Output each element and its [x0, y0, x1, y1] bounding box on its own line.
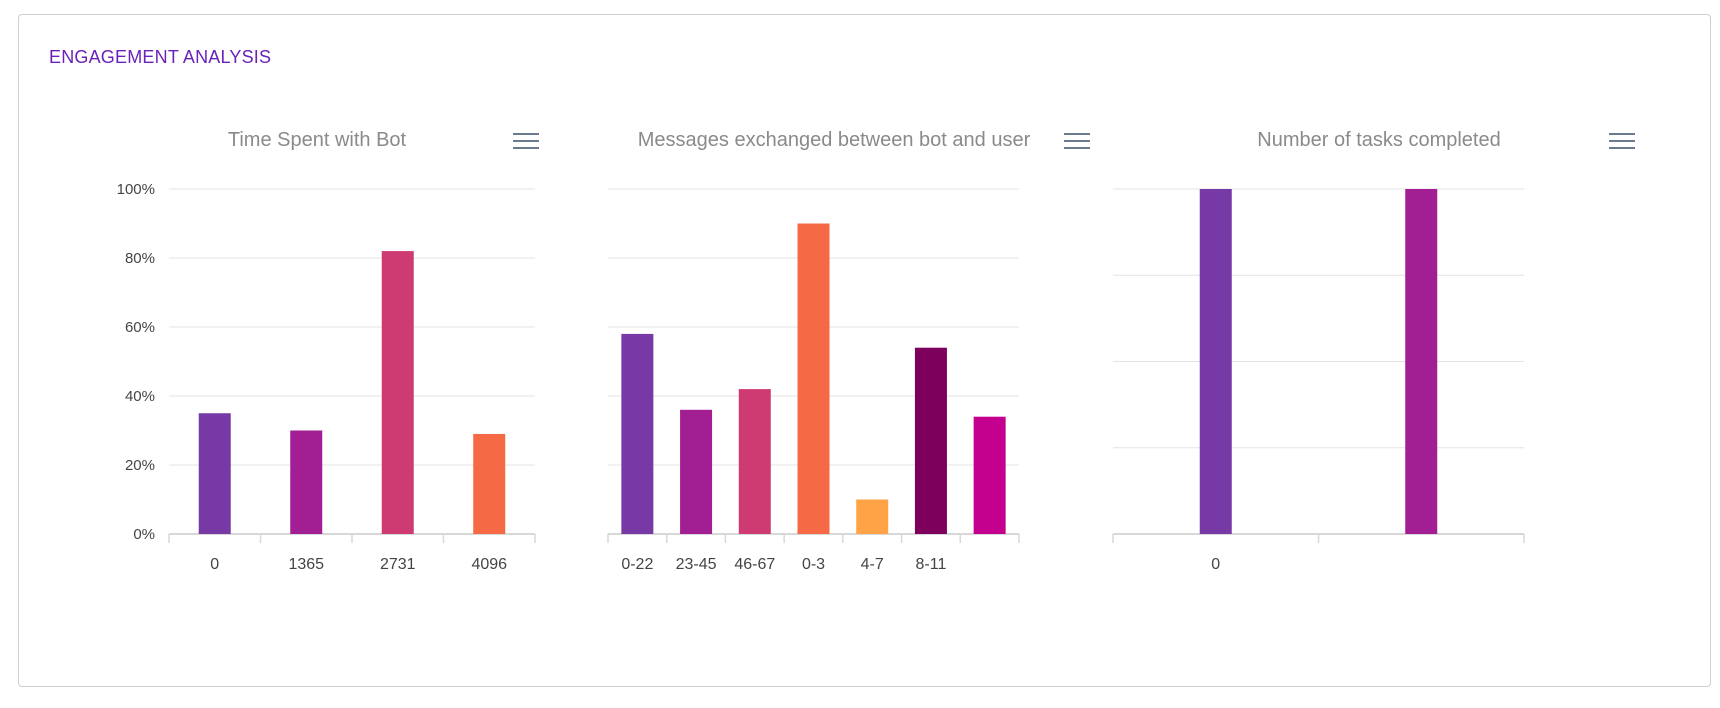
y-tick-label: 20%: [125, 457, 155, 474]
x-tick-label: 0: [1211, 556, 1220, 573]
bar: [797, 223, 830, 534]
chart-title: Number of tasks completed: [1257, 129, 1501, 151]
x-tick-label: 0-22: [621, 556, 653, 573]
chart-title: Messages exchanged between bot and user: [637, 129, 1031, 151]
bar: [473, 433, 506, 534]
bar: [914, 347, 947, 534]
hamburger-menu-icon[interactable]: [513, 133, 539, 151]
hamburger-menu-icon[interactable]: [1064, 133, 1090, 151]
engagement-analysis-card: ENGAGEMENT ANALYSIS Time Spent with Bot …: [18, 14, 1711, 687]
y-tick-label: 60%: [125, 319, 155, 336]
chart-svg: 0-22 23-45 46-67 0-3 4-7 8-11: [607, 188, 1020, 573]
x-tick-label: 0: [210, 556, 219, 573]
x-tick-label: 8-11: [916, 556, 947, 573]
y-tick-label: 80%: [125, 250, 155, 267]
chart-svg: 0% 20% 40% 60% 80% 100% 0 1365 2731 4096: [117, 181, 536, 573]
bar: [973, 416, 1006, 534]
bar: [738, 389, 771, 534]
x-tick-label: 23-45: [676, 556, 717, 573]
y-tick-label: 0%: [133, 526, 155, 543]
x-tick-label: 4-7: [861, 556, 884, 573]
y-tick-label: 40%: [125, 388, 155, 405]
bar: [381, 251, 414, 534]
bar: [680, 409, 713, 534]
x-tick-label: 2731: [380, 556, 416, 573]
x-tick-label: 1365: [288, 556, 324, 573]
x-tick-label: 0-3: [802, 556, 825, 573]
time-spent-chart: Time Spent with Bot 0% 20% 40% 60% 80% 100% 0 1…: [47, 111, 587, 631]
bar: [1199, 189, 1232, 534]
chart-title: Time Spent with Bot: [227, 129, 407, 151]
bar: [856, 499, 889, 534]
x-tick-label: 46-67: [734, 556, 775, 573]
hamburger-menu-icon[interactable]: [1609, 133, 1635, 151]
x-tick-label: 4096: [471, 556, 507, 573]
y-tick-label: 100%: [117, 181, 155, 198]
tasks-completed-chart: Number of tasks completed 0: [1109, 111, 1649, 631]
chart-svg: 0: [1112, 188, 1525, 573]
messages-exchanged-chart: Messages exchanged between bot and user …: [564, 111, 1104, 631]
bar: [290, 430, 323, 534]
bar: [621, 333, 654, 534]
bar: [1405, 189, 1438, 534]
bar: [198, 413, 231, 534]
section-title: ENGAGEMENT ANALYSIS: [49, 47, 272, 67]
